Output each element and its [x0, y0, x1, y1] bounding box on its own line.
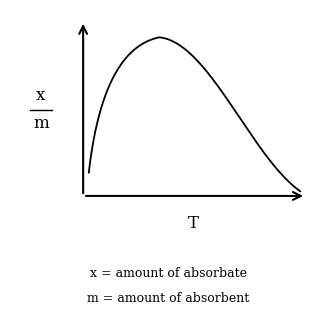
Text: x = amount of absorbate: x = amount of absorbate — [90, 267, 247, 280]
Text: m = amount of absorbent: m = amount of absorbent — [87, 292, 249, 305]
Text: m: m — [33, 115, 49, 132]
Text: x: x — [36, 87, 46, 104]
Text: T: T — [188, 215, 199, 232]
